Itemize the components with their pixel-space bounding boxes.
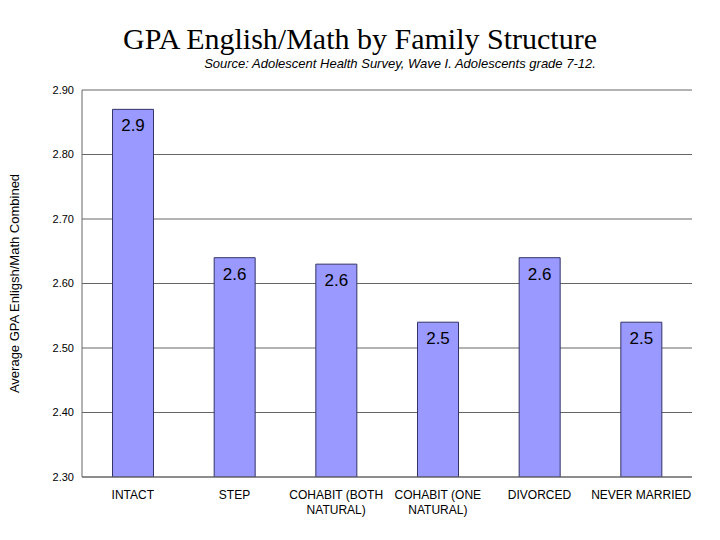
svg-text:DIVORCED: DIVORCED — [508, 488, 572, 502]
svg-text:2.6: 2.6 — [528, 265, 552, 284]
svg-text:COHABIT (BOTH: COHABIT (BOTH — [289, 488, 383, 502]
svg-text:2.50: 2.50 — [53, 342, 74, 354]
svg-text:2.30: 2.30 — [53, 471, 74, 483]
svg-text:STEP: STEP — [219, 488, 250, 502]
html-text:Source: Adolescent Health Surv: Source: Adolescent Health Survey, Wave I… — [204, 56, 596, 71]
svg-text:NATURAL): NATURAL) — [307, 503, 366, 517]
svg-text:2.90: 2.90 — [53, 84, 74, 96]
svg-text:2.6: 2.6 — [325, 271, 349, 290]
svg-text:2.80: 2.80 — [53, 148, 74, 160]
svg-text:2.6: 2.6 — [223, 265, 247, 284]
svg-text:2.60: 2.60 — [53, 277, 74, 289]
svg-text:Average GPA Enligsh/Math Combi: Average GPA Enligsh/Math Combined — [8, 174, 22, 393]
svg-text:COHABIT (ONE: COHABIT (ONE — [395, 488, 481, 502]
svg-text:NEVER MARRIED: NEVER MARRIED — [591, 488, 691, 502]
svg-text:NATURAL): NATURAL) — [408, 503, 467, 517]
svg-text:INTACT: INTACT — [112, 488, 155, 502]
svg-text:2.5: 2.5 — [426, 329, 450, 348]
svg-text:2.40: 2.40 — [53, 406, 74, 418]
svg-text:2.70: 2.70 — [53, 213, 74, 225]
svg-text:2.5: 2.5 — [630, 329, 654, 348]
html-text:GPA English/Math by Family Str: GPA English/Math by Family Structure — [123, 22, 597, 55]
svg-text:2.9: 2.9 — [121, 116, 145, 135]
